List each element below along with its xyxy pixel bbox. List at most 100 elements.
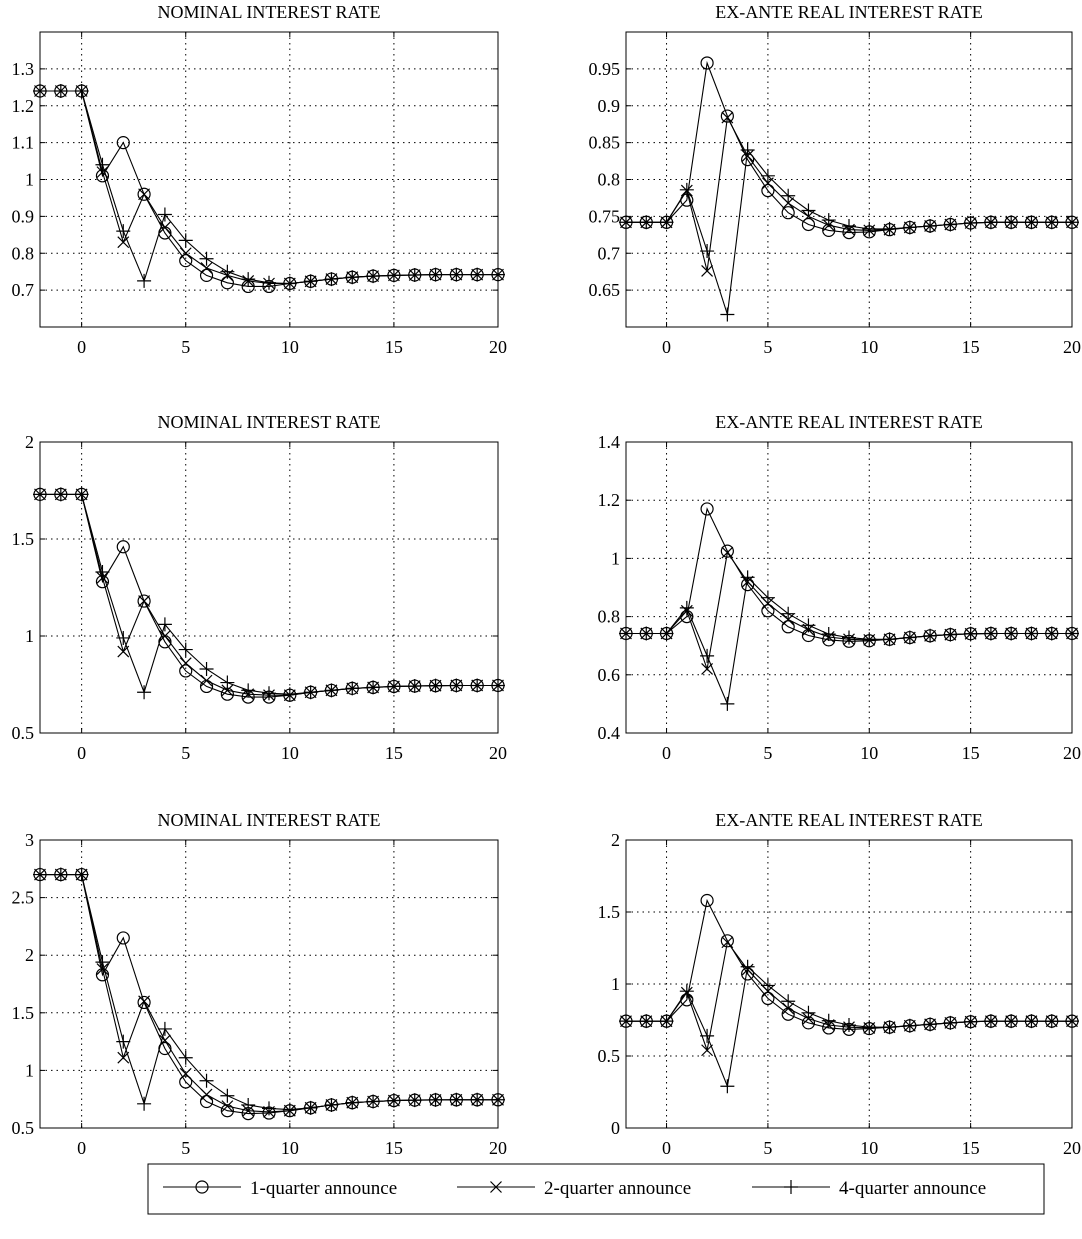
series-circle: [619, 502, 1079, 648]
subplot-title: EX-ANTE REAL INTEREST RATE: [715, 2, 982, 22]
x-tick-label: 5: [763, 1138, 772, 1158]
data-point-plus: [345, 681, 360, 696]
data-point-plus: [491, 678, 505, 693]
x-tick-label: 20: [489, 743, 507, 763]
data-point-plus: [639, 1014, 654, 1029]
data-point-plus: [902, 630, 917, 645]
y-tick-label: 0.8: [598, 607, 621, 627]
x-tick-label: 20: [1063, 337, 1081, 357]
data-point-plus: [303, 274, 318, 289]
data-point-plus: [449, 267, 464, 282]
data-point-plus: [659, 1014, 674, 1029]
data-point-plus: [1004, 626, 1019, 641]
data-point-plus: [449, 678, 464, 693]
x-tick-label: 5: [181, 337, 190, 357]
y-tick-label: 2.5: [12, 888, 35, 908]
x-tick-label: 5: [181, 743, 190, 763]
legend-label: 2-quarter announce: [544, 1178, 691, 1199]
data-point-plus: [963, 1014, 978, 1029]
data-point-plus: [781, 994, 796, 1009]
data-point-plus: [1065, 215, 1079, 230]
x-tick-label: 15: [385, 743, 403, 763]
y-tick-label: 0.95: [589, 59, 621, 79]
series-x: [34, 868, 504, 1118]
y-tick-label: 1: [25, 626, 34, 646]
y-tick-label: 0.5: [12, 723, 35, 743]
x-tick-label: 0: [662, 1138, 671, 1158]
data-point-plus: [700, 1028, 715, 1043]
data-point-plus: [842, 218, 856, 233]
data-point-x: [117, 236, 130, 249]
data-point-plus: [95, 564, 110, 579]
data-point-plus: [983, 1014, 998, 1029]
data-point-x: [158, 221, 171, 234]
data-point-plus: [53, 487, 68, 502]
data-point-plus: [137, 685, 152, 700]
data-point-x: [782, 197, 795, 210]
x-tick-label: 5: [763, 743, 772, 763]
y-tick-label: 0.5: [12, 1118, 35, 1138]
data-point-circle: [199, 268, 214, 282]
data-point-plus: [262, 686, 276, 701]
data-point-plus: [262, 275, 276, 290]
data-point-plus: [862, 1020, 877, 1035]
x-tick-label: 10: [281, 743, 299, 763]
legend-entry-circle: 1-quarter announce: [163, 1178, 397, 1199]
data-point-circle: [116, 540, 130, 554]
x-tick-label: 10: [281, 337, 299, 357]
series-line-plus: [40, 874, 498, 1111]
data-point-plus: [1024, 215, 1039, 230]
data-point-plus: [282, 1102, 297, 1117]
data-point-circle: [700, 502, 714, 516]
data-point-plus: [821, 213, 836, 228]
data-point-plus: [33, 487, 47, 502]
y-tick-label: 2: [611, 830, 620, 850]
legend: 1-quarter announce 2-quarter announce 4-qu…: [147, 1163, 1045, 1215]
data-point-plus: [366, 269, 381, 284]
y-tick-label: 0: [611, 1118, 620, 1138]
data-point-plus: [407, 268, 422, 283]
data-point-plus: [923, 1017, 938, 1032]
data-point-x: [221, 1100, 234, 1113]
y-tick-label: 1.1: [12, 133, 35, 153]
data-point-plus: [1065, 1014, 1079, 1029]
data-point-circle: [781, 206, 795, 220]
data-point-plus: [199, 661, 214, 676]
data-point-plus: [53, 867, 68, 882]
data-point-plus: [491, 1092, 505, 1107]
series-line-x: [626, 115, 1072, 272]
series-line-x: [40, 493, 498, 696]
legend-entry-x: 2-quarter announce: [457, 1178, 691, 1199]
subplot-2: EX-ANTE REAL INTEREST RATE 0 5 10 15 20 0.65 0.…: [589, 2, 1082, 357]
data-point-circle: [220, 1104, 234, 1118]
series-line-x: [626, 551, 1072, 672]
y-tick-label: 0.85: [589, 133, 621, 153]
y-tick-label: 0.9: [598, 96, 621, 116]
series-line-x: [626, 940, 1072, 1053]
x-tick-label: 15: [962, 743, 980, 763]
data-point-plus: [1044, 1014, 1059, 1029]
data-point-plus: [116, 224, 131, 239]
axes-frame: [625, 441, 1073, 734]
x-tick-label: 5: [763, 337, 772, 357]
data-point-x: [721, 546, 734, 559]
data-point-plus: [801, 1005, 816, 1020]
data-point-plus: [33, 84, 47, 98]
data-point-plus: [74, 867, 89, 882]
data-point-plus: [923, 628, 938, 643]
data-point-plus: [902, 1018, 917, 1033]
data-point-plus: [720, 696, 735, 711]
data-point-plus: [345, 270, 360, 285]
x-tick-label: 20: [489, 337, 507, 357]
data-point-plus: [303, 1100, 318, 1115]
data-point-plus: [282, 687, 297, 702]
legend-entry-plus: 4-quarter announce: [752, 1178, 986, 1199]
x-tick-label: 10: [860, 337, 878, 357]
data-point-plus: [428, 1092, 443, 1107]
data-point-circle: [199, 1094, 214, 1109]
data-point-plus: [679, 984, 694, 999]
data-point-plus: [53, 84, 68, 98]
data-point-circle: [116, 931, 130, 945]
legend-marker-circle: [195, 1180, 209, 1194]
